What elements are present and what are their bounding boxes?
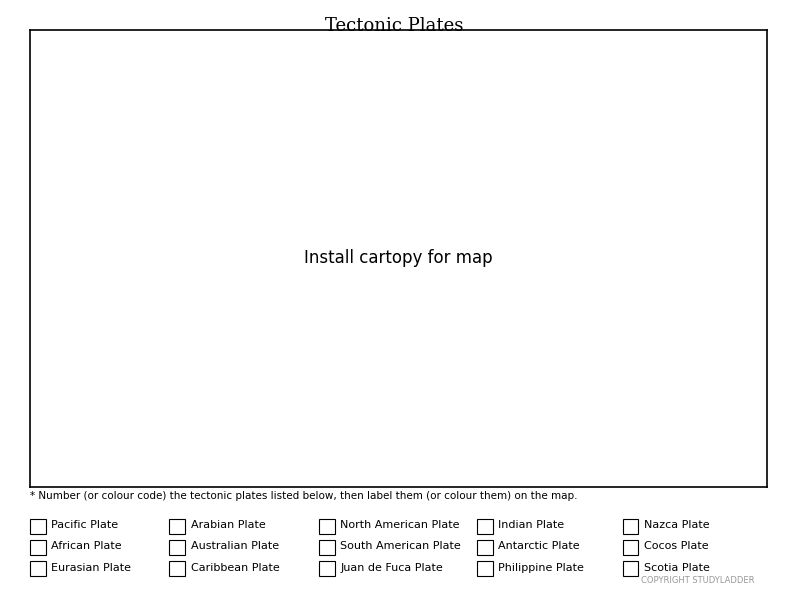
Text: Scotia Plate: Scotia Plate: [644, 563, 710, 572]
Text: Eurasian Plate: Eurasian Plate: [51, 563, 132, 572]
Text: Australian Plate: Australian Plate: [191, 542, 279, 551]
Text: Pacific Plate: Pacific Plate: [51, 520, 118, 530]
Text: Caribbean Plate: Caribbean Plate: [191, 563, 280, 572]
Text: Nazca Plate: Nazca Plate: [644, 520, 709, 530]
Text: * Number (or colour code) the tectonic plates listed below, then label them (or : * Number (or colour code) the tectonic p…: [30, 491, 578, 501]
Text: Antarctic Plate: Antarctic Plate: [498, 542, 580, 551]
Text: Juan de Fuca Plate: Juan de Fuca Plate: [340, 563, 443, 572]
Text: Philippine Plate: Philippine Plate: [498, 563, 584, 572]
Text: COPYRIGHT STUDYLADDER: COPYRIGHT STUDYLADDER: [641, 576, 755, 585]
Text: Tectonic Plates: Tectonic Plates: [325, 17, 463, 35]
Text: Arabian Plate: Arabian Plate: [191, 520, 266, 530]
Text: Install cartopy for map: Install cartopy for map: [304, 249, 492, 267]
Text: North American Plate: North American Plate: [340, 520, 460, 530]
Text: South American Plate: South American Plate: [340, 542, 461, 551]
Text: African Plate: African Plate: [51, 542, 122, 551]
Text: Cocos Plate: Cocos Plate: [644, 542, 708, 551]
Text: Indian Plate: Indian Plate: [498, 520, 564, 530]
